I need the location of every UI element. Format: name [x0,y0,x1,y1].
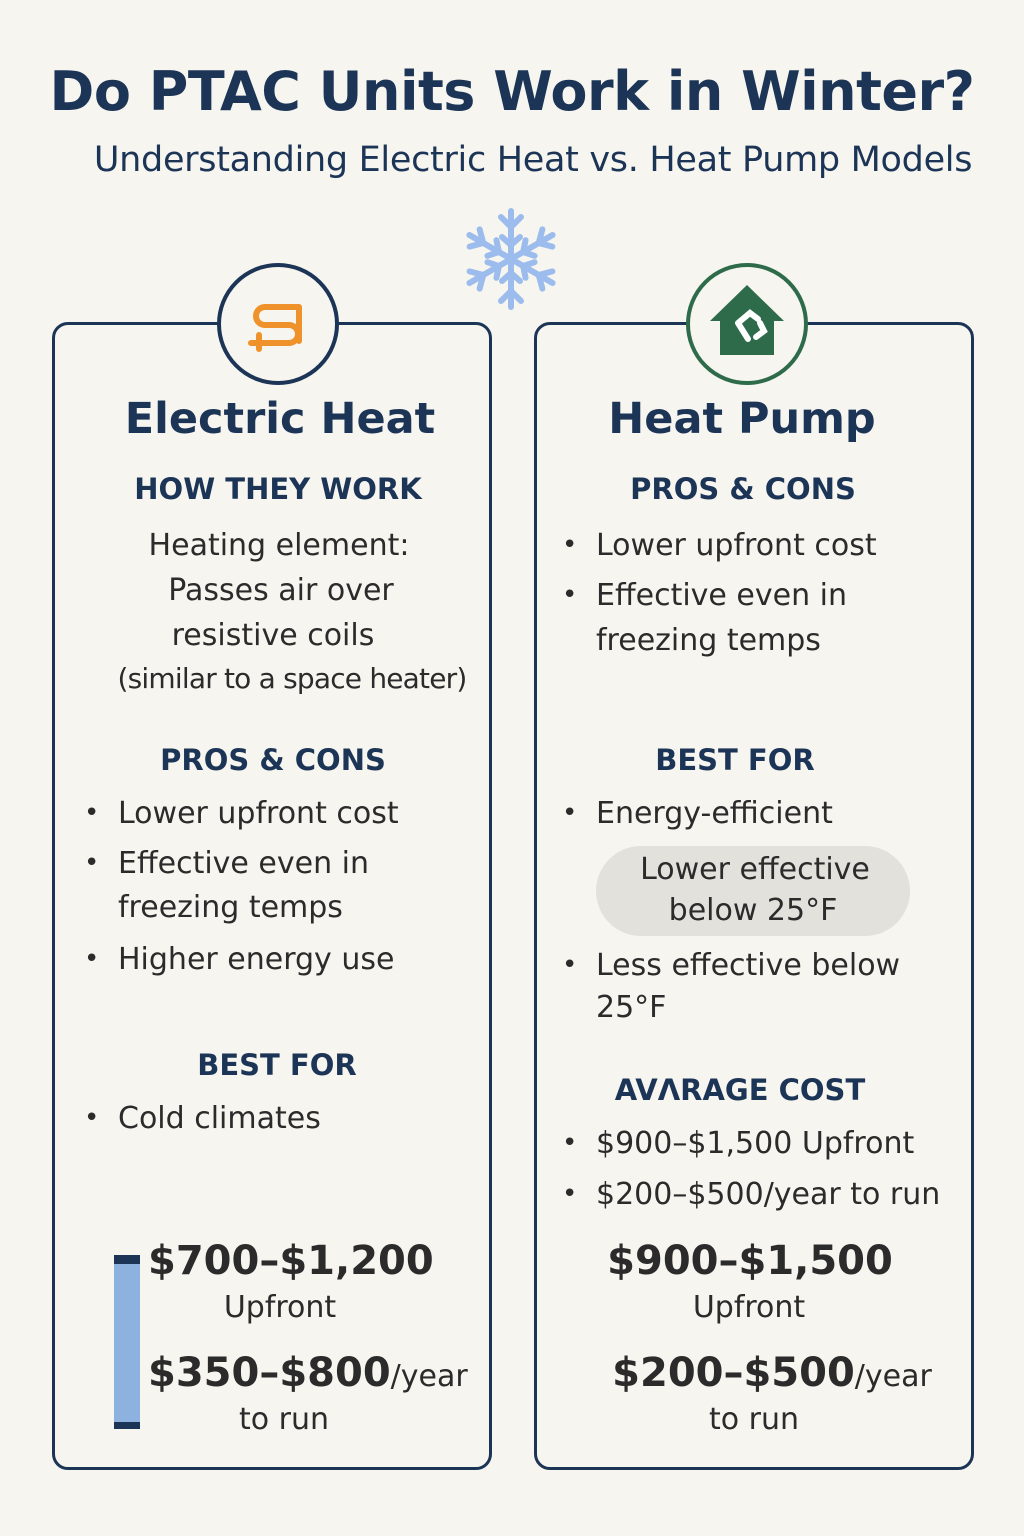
heatpump-pros-title: PROS & CONS [630,472,856,506]
list-item: Lower upfront cost [562,528,877,563]
electric-run-label: to run [238,1402,330,1437]
heatpump-icon-circle [686,263,808,385]
page-title: Do PTAC Units Work in Winter? [49,60,975,123]
how-line: resistive coils [171,618,375,653]
list-item: Energy-efficient [562,796,833,831]
pill-line: Lower effective [640,852,870,887]
pill-line: below 25°F [668,893,838,928]
how-they-work-title: HOW THEY WORK [134,472,422,506]
list-item-continuation: 25°F [596,990,667,1025]
electric-heading: Electric Heat [124,394,436,444]
electric-upfront-price: $700–$1,200 [148,1238,434,1284]
warning-pill [596,846,910,936]
list-item: Less effective below [562,948,900,983]
list-item: $900–$1,500 Upfront [562,1126,914,1161]
list-item: $200–$500/year to run [562,1177,940,1212]
electric-pros-title: PROS & CONS [160,743,386,777]
heatpump-upfront-price: $900–$1,500 [607,1238,893,1284]
how-line: (similar to a space heater) [117,662,468,695]
average-cost-title: AVɅRAGE COST [614,1073,866,1107]
list-item: Lower upfront cost [84,796,399,831]
heating-coil-icon [248,304,302,352]
electric-best-title: BEST FOR [197,1048,357,1082]
house-recycle-icon [710,285,784,355]
heatpump-run-unit: /year [854,1359,932,1394]
electric-run-unit: /year [390,1359,468,1394]
heatpump-heading: Heat Pump [608,394,876,444]
electric-icon-circle [217,263,339,385]
snowflake-icon [464,208,558,312]
list-item: Effective even in [84,846,369,881]
heatpump-best-title: BEST FOR [655,743,815,777]
list-item: Effective even in [562,578,847,613]
list-item: Cold climates [84,1101,321,1136]
list-item-continuation: freezing temps [118,890,343,925]
heatpump-run-price: $200–$500 [612,1350,855,1396]
how-line: Heating element: [148,528,410,563]
how-line: Passes air over [168,573,394,608]
electric-upfront-label: Upfront [223,1290,337,1325]
heatpump-upfront-label: Upfront [692,1290,806,1325]
heatpump-run-label: to run [708,1402,800,1437]
list-item-continuation: freezing temps [596,623,821,658]
cost-bar [114,1255,140,1429]
list-item: Higher energy use [84,942,395,977]
electric-run-price: $350–$800 [148,1350,391,1396]
page-subtitle: Understanding Electric Heat vs. Heat Pum… [93,140,973,180]
